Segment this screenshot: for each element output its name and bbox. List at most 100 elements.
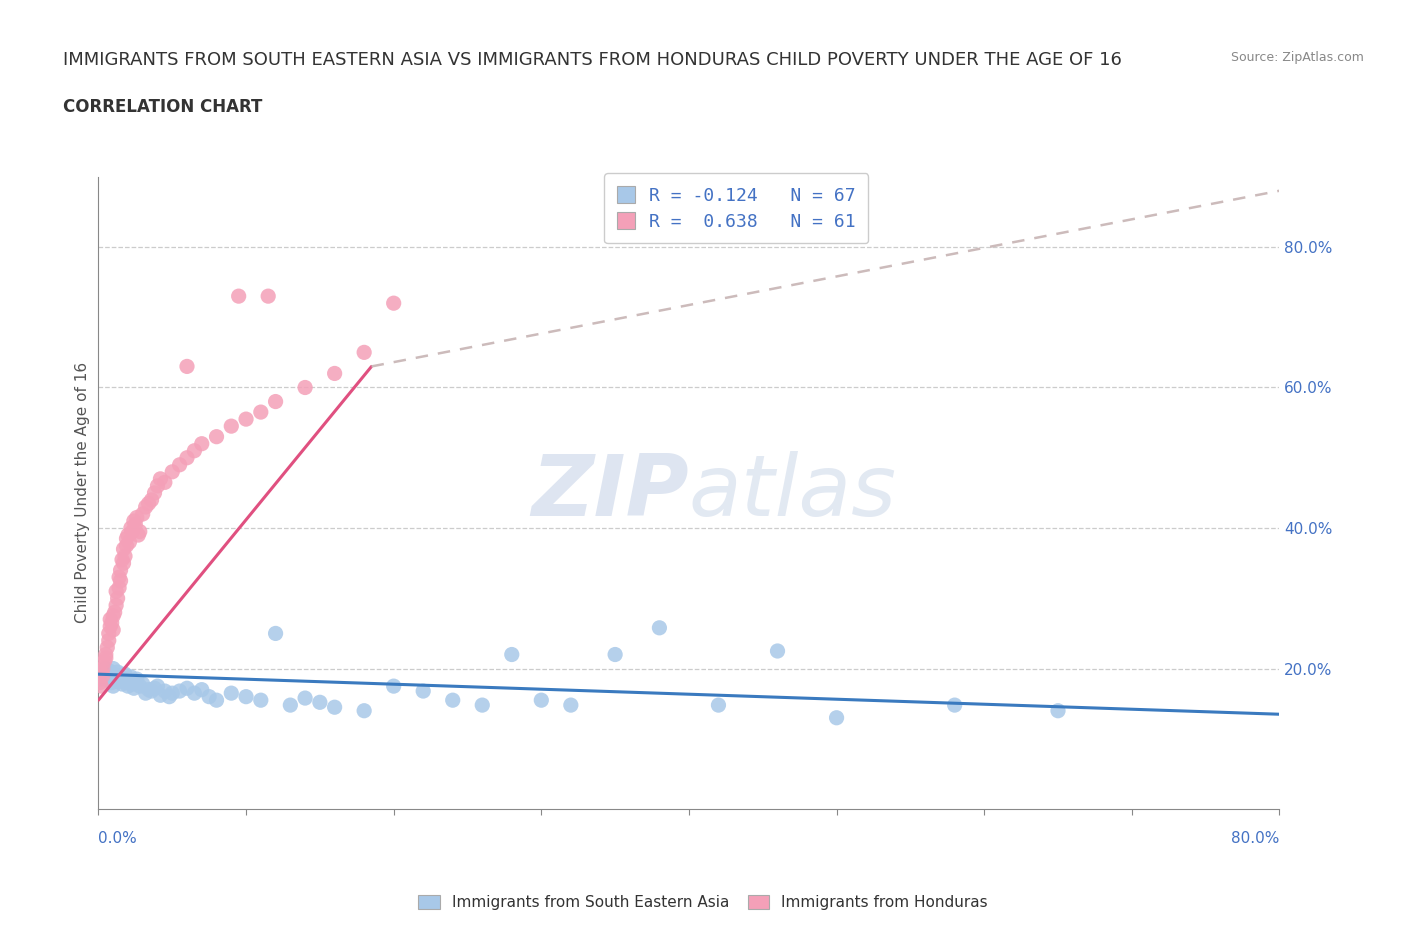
Point	[90, 679, 112, 694]
Point	[103, 661, 125, 676]
Point	[107, 665, 129, 680]
Point	[103, 608, 125, 623]
Point	[103, 622, 125, 637]
Point	[294, 380, 316, 395]
Point	[125, 671, 148, 686]
Point	[278, 698, 302, 712]
Point	[707, 698, 730, 712]
Point	[176, 681, 198, 696]
Point	[114, 667, 136, 682]
Point	[124, 517, 146, 532]
Point	[107, 591, 129, 605]
Point	[648, 620, 671, 635]
Point	[264, 626, 287, 641]
Point	[112, 556, 135, 571]
Point	[153, 475, 176, 490]
Point	[105, 598, 128, 613]
Point	[143, 681, 166, 696]
Point	[110, 563, 132, 578]
Point	[183, 444, 205, 458]
Legend: Immigrants from South Eastern Asia, Immigrants from Honduras: Immigrants from South Eastern Asia, Immi…	[411, 887, 995, 918]
Point	[122, 513, 145, 528]
Point	[766, 644, 789, 658]
Point	[205, 693, 228, 708]
Point	[110, 670, 132, 684]
Point	[264, 394, 287, 409]
Point	[530, 693, 553, 708]
Point	[104, 671, 127, 686]
Point	[605, 647, 627, 662]
Point	[97, 626, 120, 641]
Point	[108, 580, 131, 595]
Text: Source: ZipAtlas.com: Source: ZipAtlas.com	[1230, 51, 1364, 64]
Point	[191, 436, 214, 451]
Text: CORRELATION CHART: CORRELATION CHART	[63, 98, 263, 115]
Point	[323, 699, 346, 714]
Point	[162, 464, 183, 479]
Point	[115, 675, 138, 690]
Legend: R = -0.124   N = 67, R =  0.638   N = 61: R = -0.124 N = 67, R = 0.638 N = 61	[605, 173, 869, 243]
Point	[94, 661, 117, 676]
Point	[219, 685, 242, 700]
Point	[93, 671, 115, 686]
Point	[141, 684, 163, 698]
Point	[122, 681, 145, 696]
Point	[120, 521, 142, 536]
Point	[111, 677, 134, 692]
Point	[91, 661, 114, 676]
Point	[111, 552, 134, 567]
Point	[117, 527, 139, 542]
Point	[943, 698, 966, 712]
Point	[98, 612, 121, 627]
Point	[112, 541, 135, 556]
Point	[94, 647, 117, 662]
Point	[412, 684, 434, 698]
Point	[114, 549, 136, 564]
Point	[96, 670, 118, 684]
Point	[117, 679, 139, 694]
Point	[176, 450, 198, 465]
Point	[121, 525, 143, 539]
Text: 0.0%: 0.0%	[98, 831, 138, 846]
Point	[100, 616, 122, 631]
Point	[108, 570, 131, 585]
Point	[294, 691, 316, 706]
Y-axis label: Child Poverty Under the Age of 16: Child Poverty Under the Age of 16	[75, 363, 90, 623]
Point	[353, 703, 375, 718]
Point	[128, 679, 150, 694]
Point	[825, 711, 848, 725]
Point	[250, 405, 273, 419]
Point	[138, 496, 160, 511]
Text: ZIP: ZIP	[531, 451, 689, 535]
Point	[183, 685, 205, 700]
Point	[118, 673, 141, 688]
Point	[108, 673, 131, 688]
Point	[235, 412, 257, 427]
Point	[124, 675, 146, 690]
Point	[143, 485, 166, 500]
Point	[121, 677, 143, 692]
Point	[89, 675, 111, 690]
Point	[135, 499, 157, 514]
Point	[98, 664, 121, 679]
Point	[94, 651, 117, 666]
Point	[382, 679, 405, 694]
Point	[146, 679, 169, 694]
Point	[128, 525, 150, 539]
Point	[149, 472, 172, 486]
Point	[105, 668, 128, 683]
Point	[105, 584, 128, 599]
Point	[97, 633, 120, 648]
Point	[110, 573, 132, 588]
Point	[169, 684, 191, 698]
Point	[176, 359, 198, 374]
Point	[127, 527, 149, 542]
Point	[250, 693, 273, 708]
Point	[228, 288, 250, 303]
Point	[115, 538, 138, 553]
Text: atlas: atlas	[689, 451, 897, 535]
Point	[382, 296, 405, 311]
Point	[323, 366, 346, 381]
Point	[90, 668, 112, 683]
Point	[149, 688, 172, 703]
